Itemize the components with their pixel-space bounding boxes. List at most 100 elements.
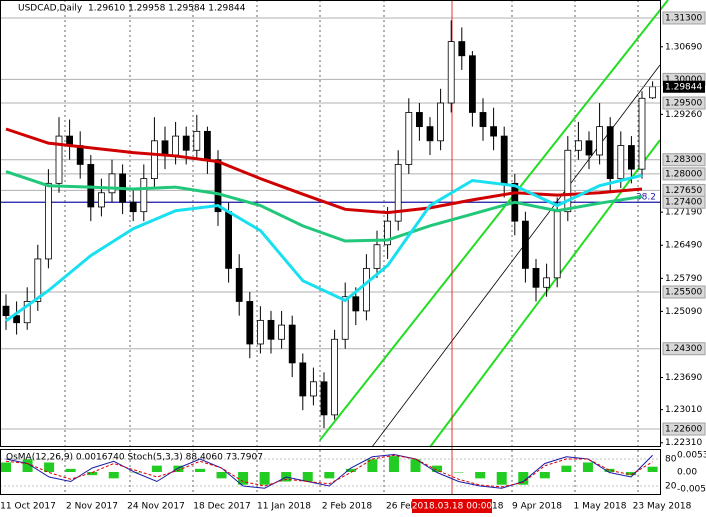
- candle-body: [193, 130, 201, 151]
- candle-body: [13, 315, 21, 324]
- candle-body: [150, 140, 158, 180]
- candle-body: [34, 258, 42, 302]
- osma-bar: [518, 472, 529, 485]
- fib-text: 38.2: [636, 193, 656, 203]
- candle-body: [331, 338, 339, 416]
- osma-bar: [626, 472, 637, 476]
- level-box: [663, 80, 705, 93]
- candle-body: [341, 296, 349, 340]
- osma-bar: [108, 472, 119, 479]
- candle-body: [628, 145, 635, 170]
- candle-body: [532, 267, 540, 288]
- x-label: 11 Oct 2017: [0, 502, 56, 512]
- candle-body: [108, 173, 116, 194]
- sub-frame: [0, 449, 661, 495]
- candle-body: [235, 267, 243, 302]
- y-tick-label: 1.29260: [665, 110, 702, 120]
- osma-bar: [453, 472, 464, 473]
- stoch-line: [5, 454, 653, 488]
- level-box: [662, 167, 706, 181]
- osma-bar: [561, 465, 572, 472]
- candle-body: [437, 102, 445, 142]
- candle-body: [522, 220, 529, 269]
- level-label: 1.22600: [665, 425, 702, 435]
- osma-bar: [647, 466, 658, 472]
- candle-body: [575, 140, 582, 151]
- level-box: [662, 342, 706, 356]
- level-label: 1.30000: [665, 75, 702, 85]
- osma-bar: [345, 468, 356, 472]
- osma-bar: [367, 459, 378, 472]
- level-box: [662, 96, 706, 110]
- time-axis: 11 Oct 2017 2 Nov 2017 24 Nov 2017 18 De…: [0, 499, 692, 513]
- channel-upper: [319, 0, 669, 441]
- x-label: 18: [492, 502, 504, 512]
- x-label: 1 May 2018: [574, 502, 627, 512]
- candle-body: [617, 145, 625, 180]
- osma-bar: [475, 472, 486, 479]
- y-tick-label: 1.23010: [665, 405, 702, 415]
- x-label: 11 Jan 2018: [257, 502, 311, 512]
- main-frame: [0, 0, 661, 447]
- candle-body: [203, 130, 211, 161]
- candle-body: [394, 164, 402, 222]
- candle-body: [246, 301, 254, 345]
- level-box: [662, 422, 706, 436]
- candle-body: [140, 178, 148, 213]
- candle-body: [490, 126, 498, 137]
- y-tick-label: 1.22310: [665, 438, 702, 448]
- level-label: 1.24300: [665, 344, 702, 354]
- osma-bar: [173, 465, 184, 472]
- candle-body: [596, 126, 603, 156]
- osma-bar: [432, 465, 443, 472]
- candle-body: [129, 201, 137, 213]
- candle-body: [415, 112, 423, 128]
- stoch-tick-label: 20: [665, 482, 677, 492]
- candle-body: [267, 319, 275, 340]
- candle-body: [405, 112, 413, 165]
- osma-bar: [238, 472, 249, 485]
- osma-bar: [302, 472, 313, 482]
- osma-bar: [22, 459, 33, 472]
- candle-body: [352, 296, 360, 312]
- x-label: 18 Dec 2017: [193, 502, 251, 512]
- candle-body: [256, 319, 264, 345]
- osma-bar: [1, 462, 11, 472]
- x-label: 9 Apr 2018: [512, 502, 562, 512]
- candle-body: [458, 41, 466, 57]
- candle-body: [288, 324, 296, 364]
- candle-body: [362, 267, 370, 312]
- quote: 1.29610 1.29958 1.29584 1.29844: [88, 4, 246, 14]
- x-label: 23 May 2018: [633, 502, 692, 512]
- candle-body: [553, 211, 561, 279]
- osma-bar: [216, 472, 227, 479]
- osma-bar: [194, 468, 205, 472]
- candle-body: [182, 135, 190, 151]
- level-box: [662, 285, 706, 299]
- x-label: 2 Nov 2017: [66, 502, 118, 512]
- candle-body: [447, 41, 455, 104]
- chart-title: USDCAD,Daily: [18, 4, 83, 14]
- candle-body: [278, 324, 286, 340]
- osma-bar: [259, 472, 270, 485]
- level-label: 1.27400: [665, 198, 702, 208]
- candle-body: [172, 135, 180, 156]
- candle-body: [161, 140, 169, 156]
- osma-bar: [151, 465, 162, 472]
- candle-body: [426, 126, 434, 142]
- candle-body: [543, 277, 550, 288]
- candle-body: [98, 192, 105, 208]
- indicator: [0, 453, 660, 489]
- osma-bar: [604, 468, 615, 472]
- candle-body: [468, 55, 476, 113]
- osma-bar: [496, 472, 507, 485]
- y-tick-label: 1.23690: [665, 373, 702, 383]
- level-label: 1.29844: [665, 82, 702, 92]
- osma-bar: [324, 472, 335, 479]
- candle-body: [309, 381, 317, 397]
- osma-bar: [388, 456, 399, 472]
- moving-average: [5, 173, 643, 323]
- x-label: 26 Feb: [386, 502, 417, 512]
- stoch-line: [5, 453, 653, 489]
